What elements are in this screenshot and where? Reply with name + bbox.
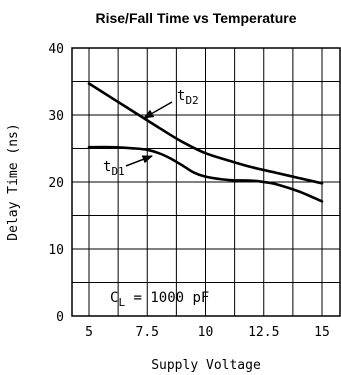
annotation-main: C (110, 290, 118, 306)
y-axis-label: Delay Time (ns) (6, 123, 21, 240)
chart-grid (72, 48, 340, 316)
chart-tick-labels: 0 10 20 30 40 5 7.5 10 12.5 15 (48, 42, 329, 340)
y-tick-label: 20 (48, 176, 64, 191)
x-tick-label: 5 (85, 325, 93, 340)
chart-axes (71, 47, 341, 317)
y-tick-label: 10 (48, 243, 64, 258)
y-tick-label: 40 (48, 42, 64, 57)
annotation-value: = 1000 pF (125, 290, 209, 306)
plot-frame (71, 47, 341, 317)
x-tick-label: 12.5 (248, 325, 279, 340)
chart-series (87, 82, 324, 203)
series-label-main: t (177, 88, 185, 104)
y-tick-label: 30 (48, 109, 64, 124)
series-label-arrow (143, 101, 173, 119)
annotation-subscript: L (118, 296, 125, 309)
series-label-td1: tD1 (103, 159, 125, 178)
series-line-td1 (87, 145, 324, 203)
series-label-subscript: D2 (185, 94, 198, 107)
series-label-main: t (103, 159, 111, 175)
x-tick-label: 15 (314, 325, 330, 340)
x-axis-label: Supply Voltage (151, 358, 261, 373)
series-line-td2 (87, 82, 324, 185)
series-label-td2: tD2 (177, 88, 199, 107)
series-label-arrow (125, 155, 153, 167)
y-tick-label: 0 (56, 310, 64, 325)
x-tick-label: 10 (198, 325, 214, 340)
load-capacitance-annotation: CL = 1000 pF (110, 290, 209, 309)
chart-title: Rise/Fall Time vs Temperature (95, 10, 296, 26)
x-tick-label: 7.5 (136, 325, 159, 340)
series-label-subscript: D1 (111, 165, 124, 178)
